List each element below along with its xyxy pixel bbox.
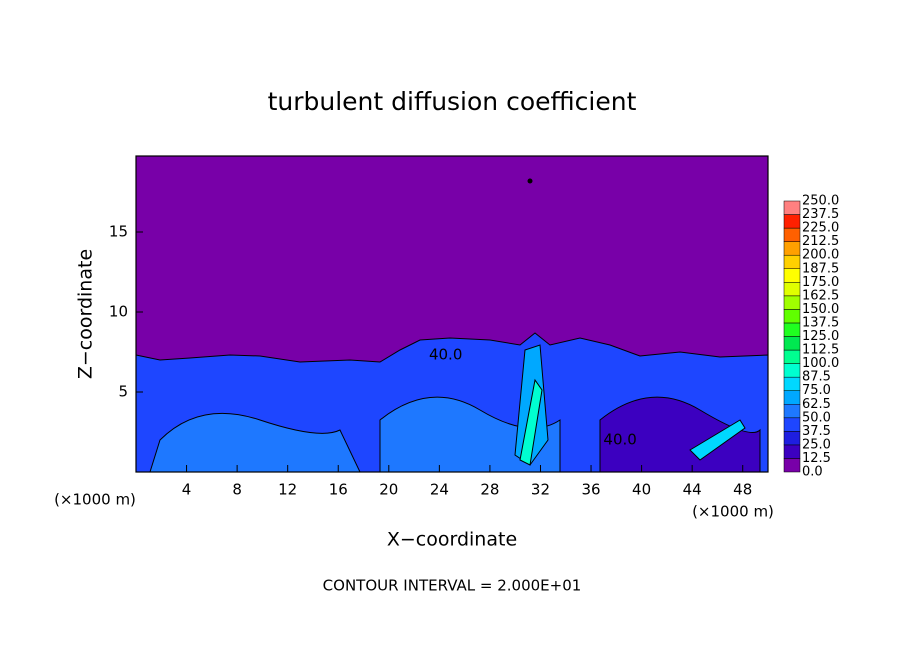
colorbar-band [783,282,801,297]
colorbar-band [783,349,801,364]
x-tick-label: 8 [232,481,242,499]
colorbar-label: 25.0 [802,437,831,452]
colorbar-label: 200.0 [802,248,839,263]
colorbar-band [783,390,801,405]
x-unit: (×1000 m) [54,491,136,509]
colorbar-label: 112.5 [802,343,839,358]
field-patch [689,419,746,461]
colorbar-label: 187.5 [802,261,839,276]
colorbar-label: 125.0 [802,329,839,344]
field-patch [149,412,361,473]
contour-label: 40.0 [603,431,636,449]
colorbar-band [783,444,801,459]
colorbar-label: 175.0 [802,275,839,290]
colorbar-band [783,363,801,378]
colorbar-label: 250.0 [802,194,839,209]
colorbar-band [783,376,801,391]
colorbar-band [783,417,801,432]
y-axis-label: Z−coordinate [75,249,97,379]
y-tick-label: 5 [118,383,128,401]
colorbar-label: 212.5 [802,234,839,249]
colorbar-band [783,431,801,446]
colorbar-label: 162.5 [802,288,839,303]
colorbar-label: 137.5 [802,315,839,330]
colorbar-band [783,268,801,283]
x-tick-label: 48 [733,481,752,499]
colorbar-band [783,200,801,215]
x-tick-label: 44 [683,481,702,499]
x-tick-label: 24 [430,481,449,499]
colorbar-band [783,404,801,419]
colorbar-band [783,254,801,269]
x-tick-label: 40 [632,481,651,499]
x-tick-label: 36 [581,481,600,499]
y-unit: (×1000 m) [692,503,774,521]
colorbar-label: 75.0 [802,383,831,398]
colorbar-label: 0.0 [802,465,823,480]
colorbar-label: 87.5 [802,370,831,385]
x-tick-label: 20 [379,481,398,499]
field-patch [519,378,543,466]
colorbar-label: 37.5 [802,424,831,439]
colorbar-band [783,322,801,337]
colorbar-band [783,336,801,351]
field-patch [599,396,761,473]
colorbar-label: 50.0 [802,410,831,425]
field [135,156,769,473]
colorbar-label: 237.5 [802,207,839,222]
x-tick-label: 28 [480,481,499,499]
plot-frame [135,155,769,473]
colorbar-band [783,241,801,256]
x-tick-label: 12 [278,481,297,499]
colorbar-band [783,458,801,473]
colorbar-band [783,214,801,229]
x-tick-label: 32 [531,481,550,499]
y-tick-label: 10 [109,303,128,321]
field-spot [527,178,533,184]
x-tick-label: 16 [329,481,348,499]
colorbar-label: 225.0 [802,221,839,236]
chart-title: turbulent diffusion coefficient [268,87,637,116]
contour-note: CONTOUR INTERVAL = 2.000E+01 [323,577,582,595]
colorbar-label: 62.5 [802,397,831,412]
colorbar-band [783,295,801,310]
contour-label: 40.0 [429,346,462,364]
x-axis-label: X−coordinate [387,529,517,551]
colorbar-label: 12.5 [802,451,831,466]
y-tick-label: 15 [109,223,128,241]
colorbar-band [783,309,801,324]
colorbar-band [783,227,801,242]
colorbar-label: 100.0 [802,356,839,371]
x-tick-label: 4 [182,481,192,499]
colorbar-label: 150.0 [802,302,839,317]
